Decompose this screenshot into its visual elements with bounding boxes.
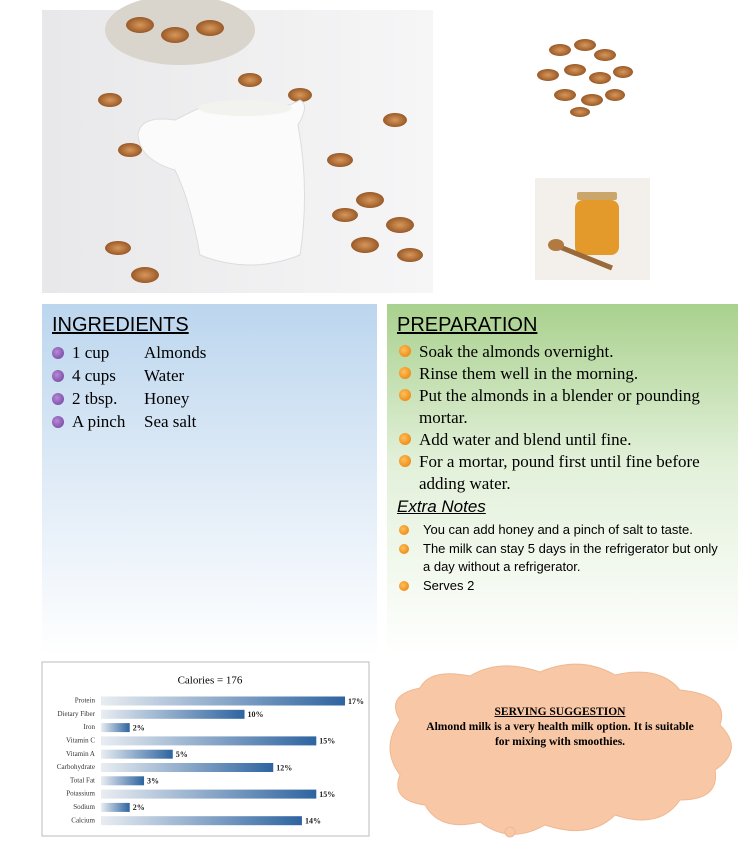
bullet-icon bbox=[399, 543, 409, 554]
bar bbox=[101, 763, 274, 772]
step-text: For a mortar, pound first until fine bef… bbox=[419, 452, 700, 493]
value-label: 10% bbox=[248, 710, 264, 719]
step: For a mortar, pound first until fine bef… bbox=[397, 451, 728, 495]
ingredient-name: Almonds bbox=[144, 342, 207, 362]
note-text: You can add honey and a pinch of salt to… bbox=[423, 522, 693, 537]
category-label: Vitamin C bbox=[66, 737, 95, 745]
ingredient-row: 2 tbsp. Honey bbox=[52, 387, 367, 410]
value-label: 12% bbox=[276, 763, 292, 772]
bullet-icon bbox=[399, 389, 411, 401]
category-label: Vitamin A bbox=[66, 750, 95, 758]
value-label: 15% bbox=[319, 737, 335, 746]
bullet-icon bbox=[399, 525, 409, 535]
step: Put the almonds in a blender or pounding… bbox=[397, 385, 728, 429]
bullet-icon bbox=[52, 415, 64, 428]
value-label: 2% bbox=[133, 803, 145, 812]
ingredients-list: 1 cup Almonds 4 cups Water 2 tbsp. Honey A pin… bbox=[52, 341, 367, 433]
bullet-icon bbox=[52, 369, 64, 382]
ingredients-panel: INGREDIENTS 1 cup Almonds 4 cups Water 2 tbs… bbox=[42, 304, 377, 655]
bullet-icon bbox=[52, 346, 64, 359]
cloud bbox=[389, 663, 732, 835]
bar bbox=[101, 736, 317, 746]
note: The milk can stay 5 days in the refriger… bbox=[397, 540, 728, 577]
step: Add water and blend until fine. bbox=[397, 429, 728, 451]
step-text: Soak the almonds overnight. bbox=[419, 342, 614, 361]
category-label: Protein bbox=[75, 697, 96, 705]
note: Serves 2 bbox=[397, 577, 728, 596]
bullet-icon bbox=[399, 367, 411, 379]
ingredient-quantity: 1 cup bbox=[72, 342, 110, 362]
value-label: 2% bbox=[133, 723, 145, 732]
ingredient-quantity: 4 cups bbox=[72, 365, 116, 385]
ingredient-quantity: 2 tbsp. bbox=[72, 388, 118, 408]
bar bbox=[101, 749, 173, 759]
value-label: 14% bbox=[305, 817, 321, 826]
step: Rinse them well in the morning. bbox=[397, 363, 728, 385]
bullet-icon bbox=[52, 392, 64, 405]
ingredient-name: Sea salt bbox=[144, 411, 197, 431]
category-label: Potassium bbox=[66, 790, 95, 798]
ingredient-name: Honey bbox=[144, 388, 190, 408]
bullet-icon bbox=[399, 580, 409, 591]
preparation-panel: PREPARATION Soak the almonds overnight. R… bbox=[387, 304, 738, 655]
ingredient-quantity: A pinch bbox=[72, 411, 126, 431]
category-label: Sodium bbox=[73, 803, 95, 811]
category-label: Dietary Fiber bbox=[57, 710, 95, 718]
category-label: Carbohydrate bbox=[57, 763, 95, 771]
notes-list: You can add honey and a pinch of salt to… bbox=[397, 521, 728, 595]
serving-title: SERVING SUGGESTION bbox=[494, 706, 626, 718]
note-text: The milk can stay 5 days in the refriger… bbox=[423, 540, 718, 575]
bullet-icon bbox=[399, 345, 411, 357]
value-label: 17% bbox=[348, 697, 364, 706]
step: Soak the almonds overnight. bbox=[397, 341, 728, 363]
serving-suggestion: SERVING SUGGESTION Almond milk is a very… bbox=[420, 705, 700, 750]
bullet-icon bbox=[399, 433, 411, 445]
step-text: Put the almonds in a blender or pounding… bbox=[419, 386, 700, 427]
steps-list: Soak the almonds overnight. Rinse them we… bbox=[397, 341, 728, 495]
bullet-icon bbox=[399, 455, 411, 467]
preparation-title: PREPARATION bbox=[397, 314, 538, 336]
ingredient-row: A pinch Sea salt bbox=[52, 410, 367, 433]
category-label: Iron bbox=[83, 723, 95, 731]
ingredient-row: 4 cups Water bbox=[52, 364, 367, 387]
bar bbox=[101, 802, 130, 812]
ingredient-row: 1 cup Almonds bbox=[52, 341, 367, 364]
note: You can add honey and a pinch of salt to… bbox=[397, 521, 728, 540]
step-text: Rinse them well in the morning. bbox=[419, 364, 639, 383]
value-label: 15% bbox=[319, 790, 335, 799]
photo-milk bbox=[42, 0, 433, 293]
serving-text: Almond milk is a very health milk option… bbox=[426, 721, 694, 748]
photo-honey bbox=[535, 178, 650, 280]
photo-almonds bbox=[537, 39, 633, 117]
ingredient-name: Water bbox=[144, 365, 185, 385]
category-label: Calcium bbox=[71, 816, 95, 824]
note-text: Serves 2 bbox=[423, 577, 475, 593]
nutrition-chart: Calories = 176 Protein 17% Dietary Fiber 10%… bbox=[41, 661, 370, 837]
bar bbox=[101, 789, 317, 799]
bar bbox=[101, 723, 130, 733]
step-text: Add water and blend until fine. bbox=[419, 430, 632, 449]
value-label: 3% bbox=[147, 777, 159, 786]
notes-title: Extra Notes bbox=[397, 497, 486, 516]
bar bbox=[101, 696, 345, 706]
cloud-dot bbox=[504, 826, 516, 838]
value-label: 5% bbox=[176, 750, 188, 759]
chart-title: Calories = 176 bbox=[178, 675, 243, 687]
ingredients-title: INGREDIENTS bbox=[52, 314, 189, 336]
bar bbox=[101, 776, 145, 786]
category-label: Total Fat bbox=[70, 776, 95, 784]
bar bbox=[101, 816, 302, 826]
bar bbox=[101, 709, 245, 719]
